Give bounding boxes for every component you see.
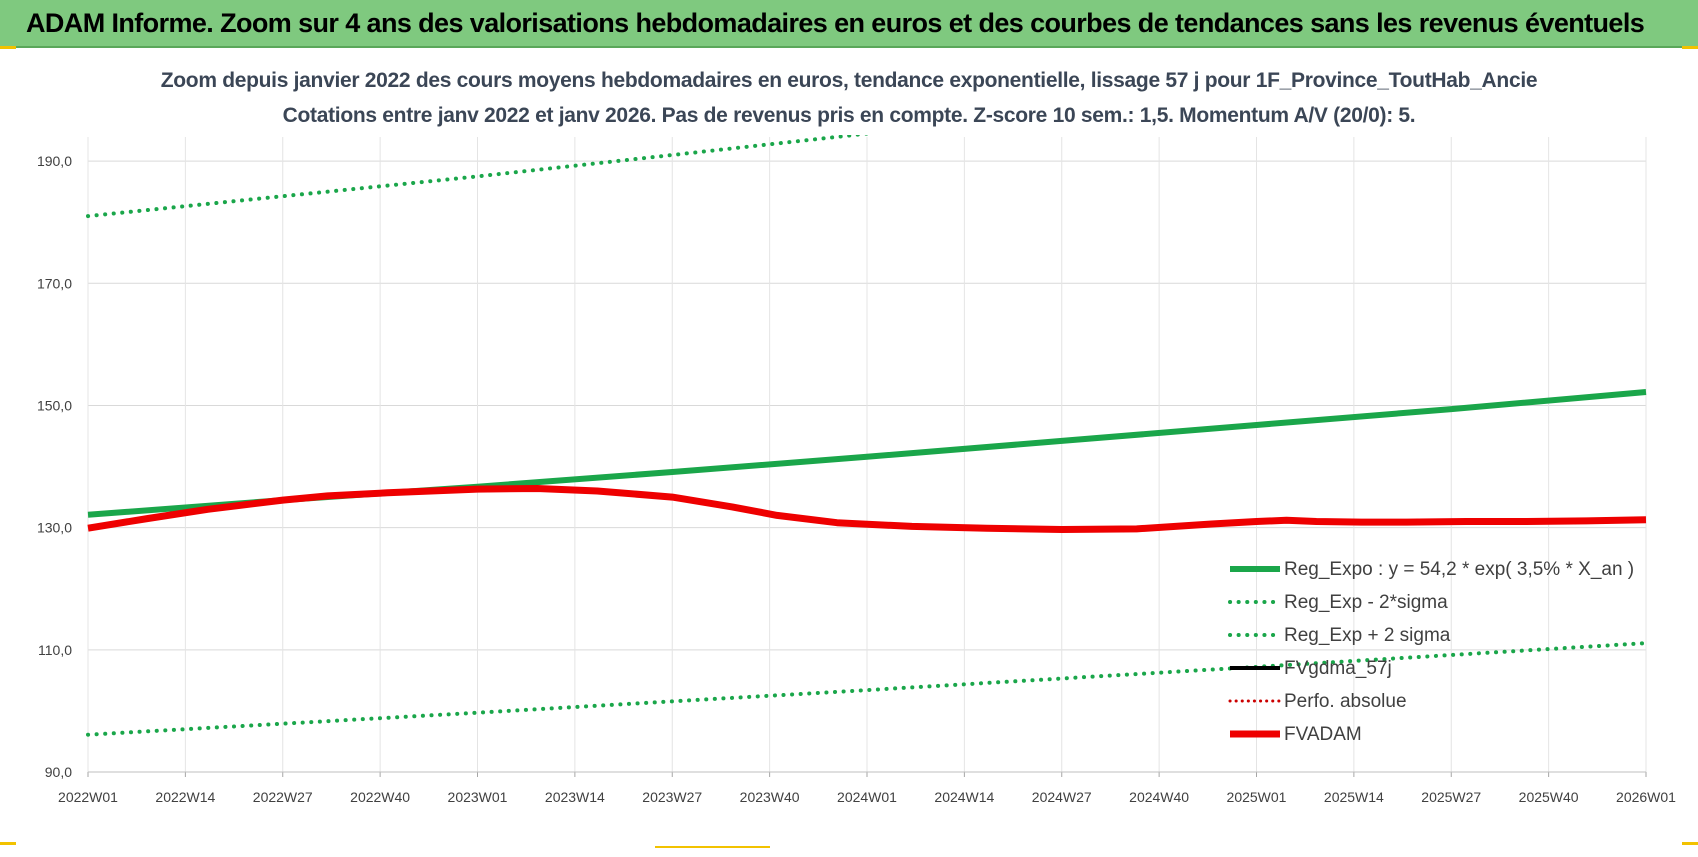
axis-layer: 90,0 110,0 130,0 150,0 170,0 190,0 2022W01 2022… xyxy=(37,153,1676,805)
x-tick-label: 2024W01 xyxy=(837,789,897,805)
x-tick-label: 2022W14 xyxy=(155,789,215,805)
legend-label: Reg_Exp - 2*sigma xyxy=(1284,592,1448,613)
legend-label: FVADAM xyxy=(1284,724,1362,745)
x-tick-label: 2023W01 xyxy=(448,789,508,805)
x-tick-label: 2025W14 xyxy=(1324,789,1384,805)
y-tick-label: 110,0 xyxy=(38,642,72,658)
chart-title-line1: Zoom depuis janvier 2022 des cours moyen… xyxy=(160,69,1538,92)
series-line-5 xyxy=(87,485,1647,533)
x-tick-label: 2023W27 xyxy=(642,789,702,805)
y-tick-label: 90,0 xyxy=(45,764,72,780)
report-title: ADAM Informe. Zoom sur 4 ans des valoris… xyxy=(26,8,1645,38)
corner-accent-bottom-center xyxy=(655,846,770,848)
corner-accent-bottom-left xyxy=(0,842,16,845)
y-tick-label: 150,0 xyxy=(37,397,72,413)
x-tick-label: 2023W40 xyxy=(740,789,800,805)
x-tick-label: 2025W40 xyxy=(1519,789,1579,805)
y-tick-label: 170,0 xyxy=(37,275,72,291)
x-tick-label: 2022W40 xyxy=(350,789,410,805)
corner-accent-top-right xyxy=(1682,46,1698,49)
x-tick-label: 2026W01 xyxy=(1616,789,1676,805)
x-tick-label: 2024W27 xyxy=(1032,789,1092,805)
corner-accent-top-left xyxy=(0,46,16,49)
x-tick-label: 2022W27 xyxy=(253,789,313,805)
x-tick-label: 2022W01 xyxy=(58,789,118,805)
series-layer xyxy=(86,135,1648,737)
x-tick-label: 2023W14 xyxy=(545,789,605,805)
legend-label: FVgdma_57j xyxy=(1284,658,1392,679)
x-tick-label: 2025W01 xyxy=(1227,789,1287,805)
chart-legend: Reg_Expo : y = 54,2 * exp( 3,5% * X_an )… xyxy=(1228,559,1634,745)
legend-label: Reg_Exp + 2 sigma xyxy=(1284,625,1451,646)
chart-title-line2: Cotations entre janv 2022 et janv 2026. … xyxy=(282,104,1416,127)
legend-label: Perfo. absolue xyxy=(1284,691,1407,712)
y-tick-label: 130,0 xyxy=(37,520,72,536)
series-line-1 xyxy=(86,641,1648,737)
x-tick-label: 2024W40 xyxy=(1129,789,1189,805)
report-banner: ADAM Informe. Zoom sur 4 ans des valoris… xyxy=(0,0,1698,48)
corner-accent-bottom-right xyxy=(1682,842,1698,845)
y-tick-label: 190,0 xyxy=(37,153,72,169)
x-tick-label: 2025W27 xyxy=(1421,789,1481,805)
x-tick-label: 2024W14 xyxy=(934,789,994,805)
legend-label: Reg_Expo : y = 54,2 * exp( 3,5% * X_an ) xyxy=(1284,559,1634,580)
